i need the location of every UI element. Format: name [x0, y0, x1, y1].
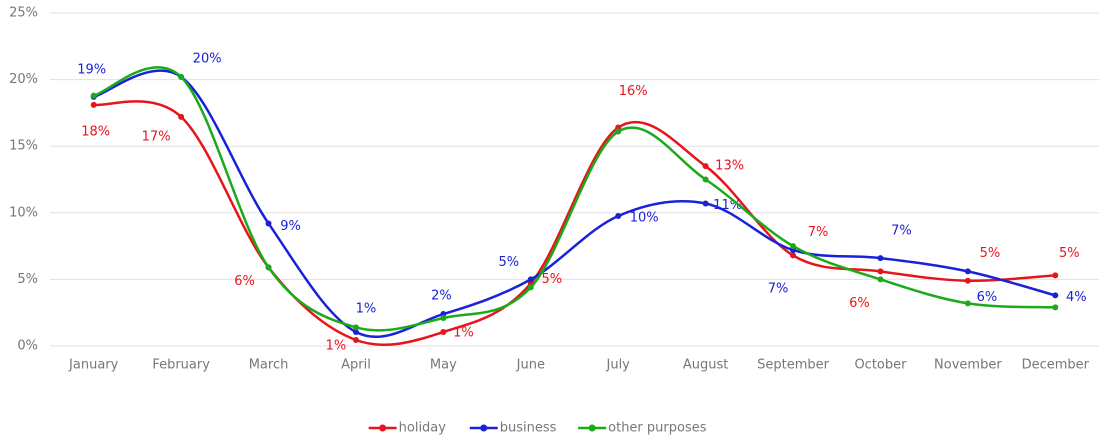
y-tick-label: 15% [9, 139, 38, 154]
data-label: 1% [356, 302, 377, 317]
point [615, 212, 622, 219]
x-tick-label: July [606, 358, 631, 373]
legend-label: other purposes [608, 421, 707, 436]
x-tick-label: January [68, 358, 119, 373]
legend-marker [588, 424, 596, 432]
data-label: 4% [1066, 290, 1087, 305]
legend-label: holiday [399, 421, 447, 436]
x-tick-label: August [683, 358, 729, 373]
y-tick-label: 25% [9, 6, 38, 21]
point [964, 300, 971, 307]
point [964, 277, 971, 284]
x-tick-label: November [934, 358, 1002, 373]
point [178, 73, 185, 80]
point [527, 284, 534, 291]
point [265, 220, 272, 227]
point [790, 252, 797, 259]
point [352, 324, 359, 331]
point [90, 101, 97, 108]
data-label: 5% [980, 246, 1001, 261]
data-label: 2% [431, 289, 452, 304]
data-label: 6% [977, 290, 998, 305]
x-tick-label: May [430, 358, 457, 373]
point [178, 113, 185, 120]
x-tick-label: June [516, 358, 545, 373]
x-tick-label: March [249, 358, 289, 373]
data-label: 6% [849, 296, 870, 311]
y-tick-label: 0% [17, 339, 38, 354]
x-tick-label: April [341, 358, 371, 373]
point [1052, 292, 1059, 299]
data-label: 17% [142, 129, 171, 144]
point [352, 337, 359, 344]
point [1052, 304, 1059, 311]
point [877, 255, 884, 262]
point [440, 329, 447, 336]
point [877, 268, 884, 275]
data-label: 9% [280, 219, 301, 234]
data-label: 7% [808, 225, 829, 240]
point [527, 276, 534, 283]
data-label: 7% [891, 224, 912, 239]
data-label: 1% [326, 339, 347, 354]
legend-marker [480, 424, 488, 432]
point [702, 200, 709, 207]
data-label: 20% [193, 51, 222, 66]
point [1052, 272, 1059, 279]
legend-label: business [500, 421, 557, 436]
x-tick-label: December [1022, 358, 1090, 373]
point [440, 315, 447, 322]
data-label: 1% [453, 326, 474, 341]
point [702, 163, 709, 170]
data-label: 19% [77, 62, 106, 77]
data-label: 18% [81, 124, 110, 139]
data-label: 7% [768, 282, 789, 297]
point [964, 268, 971, 275]
x-tick-label: September [757, 358, 830, 373]
legend-marker [379, 424, 387, 432]
point [90, 92, 97, 99]
point [352, 329, 359, 336]
data-label: 10% [630, 210, 659, 225]
data-label: 5% [1059, 246, 1080, 261]
data-label: 13% [715, 159, 744, 174]
y-tick-label: 20% [9, 72, 38, 87]
y-tick-label: 10% [9, 205, 38, 220]
point [877, 276, 884, 283]
data-label: 5% [498, 255, 519, 270]
point [790, 243, 797, 250]
data-label: 16% [619, 84, 648, 99]
point [615, 128, 622, 135]
y-tick-label: 5% [17, 272, 38, 287]
point [265, 264, 272, 271]
x-tick-label: February [152, 358, 210, 373]
data-label: 6% [234, 274, 255, 289]
x-tick-label: October [854, 358, 907, 373]
point [702, 176, 709, 183]
data-label: 5% [541, 272, 562, 287]
